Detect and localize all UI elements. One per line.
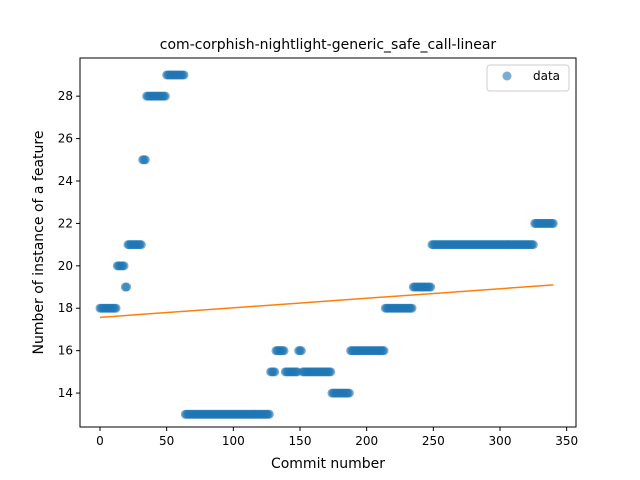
y-tick-label: 28 bbox=[58, 89, 73, 103]
y-axis-ticks: 14 16 18 20 22 24 26 28 bbox=[58, 89, 80, 400]
data-point bbox=[379, 346, 389, 356]
y-tick-label: 20 bbox=[58, 259, 73, 273]
y-tick-label: 26 bbox=[58, 132, 73, 146]
x-tick-label: 200 bbox=[355, 434, 378, 448]
data-point bbox=[140, 155, 150, 165]
y-tick-label: 18 bbox=[58, 301, 73, 315]
legend-marker bbox=[502, 71, 512, 81]
data-point bbox=[296, 346, 306, 356]
data-point bbox=[407, 303, 417, 313]
y-axis-label: Number of instance of a feature bbox=[31, 131, 47, 355]
x-tick-label: 300 bbox=[489, 434, 512, 448]
data-points bbox=[95, 70, 558, 419]
legend-box bbox=[486, 64, 570, 92]
x-axis-ticks: 0 50 100 150 200 250 300 350 bbox=[96, 427, 578, 448]
data-point bbox=[119, 261, 129, 271]
x-tick-label: 150 bbox=[289, 434, 312, 448]
data-point bbox=[344, 388, 354, 398]
legend: data bbox=[486, 64, 570, 92]
data-point bbox=[111, 303, 121, 313]
data-point bbox=[136, 240, 146, 250]
fit-line bbox=[99, 284, 554, 319]
y-tick-label: 14 bbox=[58, 386, 73, 400]
data-point bbox=[160, 91, 170, 101]
x-axis-label: Commit number bbox=[271, 456, 385, 472]
x-tick-label: 50 bbox=[159, 434, 174, 448]
data-point bbox=[270, 367, 280, 377]
x-tick-label: 0 bbox=[96, 434, 104, 448]
data-point bbox=[548, 218, 558, 228]
data-point bbox=[279, 346, 289, 356]
x-tick-label: 100 bbox=[222, 434, 245, 448]
fit-line-layer bbox=[99, 284, 554, 319]
data-point bbox=[122, 282, 132, 292]
data-point bbox=[179, 70, 189, 80]
y-tick-label: 22 bbox=[58, 216, 73, 230]
y-tick-label: 24 bbox=[58, 174, 73, 188]
data-point bbox=[426, 282, 436, 292]
x-tick-label: 350 bbox=[555, 434, 578, 448]
y-tick-label: 16 bbox=[58, 344, 73, 358]
data-point bbox=[528, 240, 538, 250]
legend-label-data: data bbox=[533, 69, 560, 83]
chart-title: com-corphish-nightlight-generic_safe_cal… bbox=[160, 37, 497, 53]
plot-frame bbox=[79, 57, 577, 428]
data-point bbox=[264, 409, 274, 419]
x-tick-label: 250 bbox=[422, 434, 445, 448]
data-point bbox=[326, 367, 336, 377]
